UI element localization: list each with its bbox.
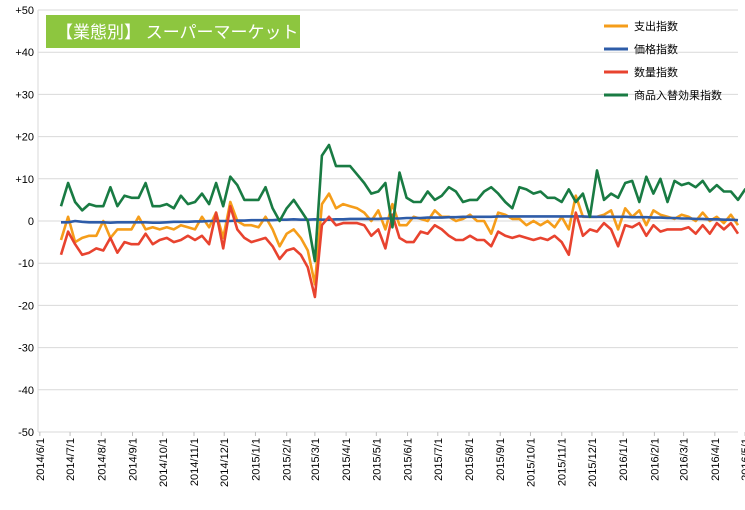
legend-label: 支出指数 <box>634 19 678 33</box>
x-tick-label: 2014/11/1 <box>189 438 201 486</box>
chart-title-box: 【業態別】 スーパーマーケット <box>46 15 300 48</box>
x-tick-label: 2015/2/1 <box>282 438 294 481</box>
x-tick-label: 2015/9/1 <box>495 438 507 481</box>
x-tick-label: 2016/3/1 <box>679 438 691 481</box>
x-tick-label: 2015/10/1 <box>525 438 537 487</box>
y-tick-label: +30 <box>15 89 34 101</box>
y-tick-label: +40 <box>15 47 34 59</box>
x-tick-label: 2015/1/1 <box>250 438 262 481</box>
series-line-1 <box>61 215 739 224</box>
legend-label: 商品入替効果指数 <box>634 88 722 102</box>
series-line-0 <box>59 192 740 286</box>
x-tick-label: 2016/1/1 <box>618 438 630 481</box>
series-line-3 <box>59 143 745 263</box>
series-lines <box>59 143 745 299</box>
y-tick-label: -10 <box>18 258 34 270</box>
x-tick-label: 2014/8/1 <box>96 438 108 481</box>
y-tick-label: -20 <box>18 300 34 312</box>
x-tick-label: 2015/4/1 <box>341 438 353 481</box>
x-tick-label: 2015/11/1 <box>557 438 569 486</box>
series-line-2 <box>59 204 740 299</box>
chart-title-background <box>46 15 300 48</box>
x-tick-label: 2014/6/1 <box>35 438 47 481</box>
y-tick-label: +20 <box>15 132 34 144</box>
x-tick-label: 2014/9/1 <box>128 438 140 481</box>
y-tick-label: 0 <box>28 216 34 228</box>
legend-label: 数量指数 <box>634 65 678 79</box>
x-tick-label: 2015/12/1 <box>587 438 599 487</box>
chart-title: 【業態別】 スーパーマーケット <box>56 23 299 42</box>
y-tick-label: +10 <box>15 174 34 186</box>
y-tick-label: -30 <box>18 343 34 355</box>
x-tick-label: 2016/2/1 <box>649 438 661 481</box>
x-tick-label: 2015/5/1 <box>371 438 383 481</box>
x-tick-label: 2015/6/1 <box>403 438 415 481</box>
x-tick-label: 2015/7/1 <box>433 438 445 481</box>
y-tick-label: -50 <box>18 427 34 439</box>
x-tick-label: 2014/12/1 <box>219 438 231 487</box>
legend-label: 価格指数 <box>634 42 678 56</box>
y-tick-label: -40 <box>18 385 34 397</box>
y-axis-ticks: +50 +40 +30 +20 +10 0 -10 -20 -30 -40 -50 <box>15 5 34 439</box>
x-tick-label: 2016/4/1 <box>710 438 722 481</box>
x-tick-label: 2014/7/1 <box>65 438 77 481</box>
x-tick-label: 2015/3/1 <box>310 438 322 481</box>
gridlines <box>37 9 738 433</box>
x-tick-label: 2015/8/1 <box>464 438 476 481</box>
x-axis-ticks: 2014/6/1 2014/7/1 2014/8/1 2014/9/1 2014/10/… <box>35 432 745 487</box>
x-tick-label: 2014/10/1 <box>158 438 170 487</box>
x-tick-label: 2016/5/1 <box>740 438 745 481</box>
y-tick-label: +50 <box>15 5 34 17</box>
